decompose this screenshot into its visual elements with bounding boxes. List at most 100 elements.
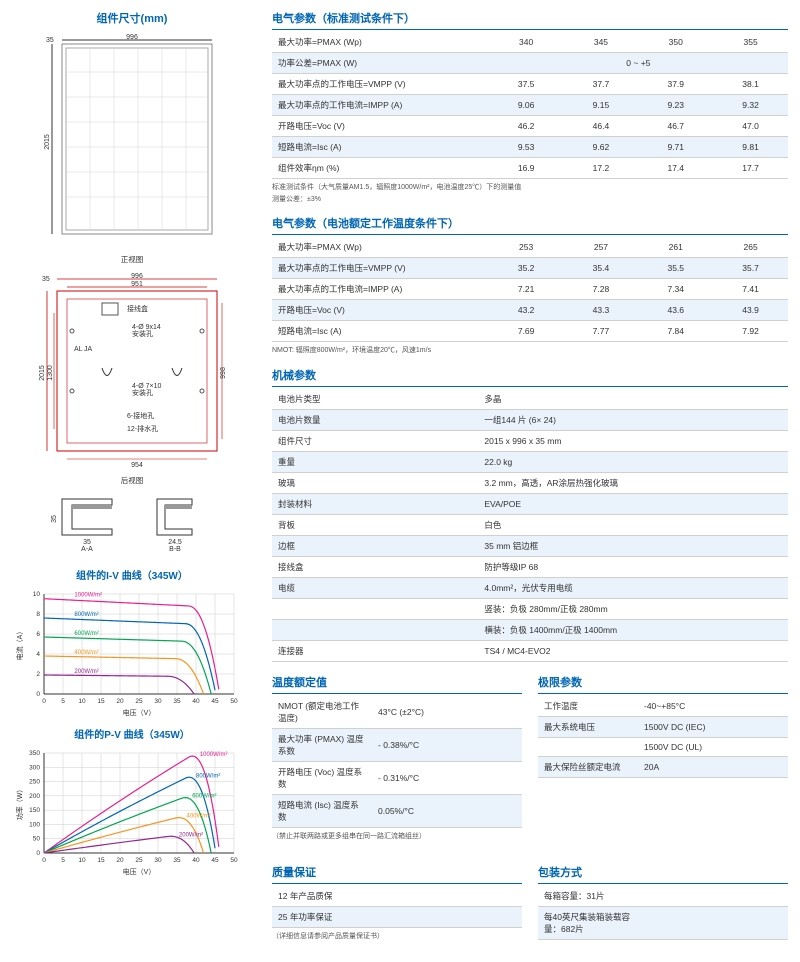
row-val: 多晶	[478, 389, 788, 410]
quality-foot: （详细信息请参阅产品质量保证书）	[272, 932, 522, 942]
svg-text:45: 45	[211, 857, 219, 864]
svg-text:150: 150	[29, 807, 40, 814]
row-label: 最大功率点的工作电流=IMPP (A)	[272, 95, 489, 116]
diagrams-column: 组件尺寸(mm) 35 996 2015 正视图 35 9	[12, 10, 252, 952]
svg-text:998: 998	[220, 367, 227, 379]
row-key: 连接器	[272, 641, 478, 662]
svg-text:12-排水孔: 12-排水孔	[127, 424, 158, 433]
stc-foot2: 测量公差：±3%	[272, 195, 788, 205]
row-val: 43°C (±2°C)	[372, 696, 522, 729]
row-val: 37.7	[564, 74, 639, 95]
svg-text:0: 0	[36, 850, 40, 857]
iv-title: 组件的I-V 曲线（345W）	[12, 567, 252, 582]
table-row: 竖装：负极 280mm/正极 280mm	[272, 599, 788, 620]
row-val: EVA/POE	[478, 494, 788, 515]
row-val: 7.28	[564, 278, 639, 299]
svg-text:200: 200	[29, 793, 40, 800]
svg-text:1000W/m²: 1000W/m²	[74, 593, 102, 599]
table-row: 电池片类型多晶	[272, 389, 788, 410]
row-val: 35.5	[638, 257, 713, 278]
row-key: 电池片类型	[272, 389, 478, 410]
row-val: 1500V DC (UL)	[638, 738, 788, 757]
table-row: 每40英尺集装箱装载容量：682片	[538, 907, 788, 940]
table-row: 每箱容量：31片	[538, 886, 788, 907]
svg-text:30: 30	[154, 857, 162, 864]
table-row: 1500V DC (UL)	[538, 738, 788, 757]
row-val: 46.2	[489, 116, 564, 137]
row-val: 7.92	[713, 320, 788, 341]
svg-text:40: 40	[192, 857, 200, 864]
table-row: 短路电流=Isc (A)7.697.777.847.92	[272, 320, 788, 341]
svg-text:0: 0	[42, 698, 46, 705]
row-key: 12 年产品质保	[272, 886, 372, 907]
svg-text:2015: 2015	[39, 365, 46, 381]
table-row: 工作温度-40~+85°C	[538, 696, 788, 717]
row-val: 35 mm 铝边框	[478, 536, 788, 557]
front-caption: 正视图	[12, 254, 252, 265]
svg-text:安装孔: 安装孔	[132, 329, 153, 338]
row-val: 9.15	[564, 95, 639, 116]
elec-stc-title: 电气参数（标准测试条件下）	[272, 10, 788, 30]
row-label: 功率公差=PMAX (W)	[272, 53, 489, 74]
table-row: 玻璃3.2 mm，高透，AR涂层热强化玻璃	[272, 473, 788, 494]
svg-text:10: 10	[78, 857, 86, 864]
svg-text:JA: JA	[84, 346, 93, 353]
row-label: 开路电压=Voc (V)	[272, 299, 489, 320]
row-val: 35.4	[564, 257, 639, 278]
table-row: 电缆4.0mm²，光伏专用电缆	[272, 578, 788, 599]
quality-title: 质量保证	[272, 864, 522, 884]
quality-table: 12 年产品质保25 年功率保证	[272, 886, 522, 928]
row-val: 17.7	[713, 158, 788, 179]
svg-text:50: 50	[230, 857, 238, 864]
dim-title: 组件尺寸(mm)	[12, 10, 252, 26]
row-val: 9.53	[489, 137, 564, 158]
svg-text:0: 0	[42, 857, 46, 864]
stc-foot1: 标准测试条件（大气质量AM1.5，辐照度1000W/m²，电池温度25℃）下的测…	[272, 183, 788, 193]
table-row: 最大功率点的工作电压=VMPP (V)37.537.737.938.1	[272, 74, 788, 95]
row-key: 封装材料	[272, 494, 478, 515]
table-row: 最大系统电压1500V DC (IEC)	[538, 717, 788, 738]
row-val: 7.21	[489, 278, 564, 299]
svg-text:4-Ø 7×10: 4-Ø 7×10	[132, 383, 161, 390]
row-val: 38.1	[713, 74, 788, 95]
svg-text:8: 8	[36, 611, 40, 618]
row-key: 边框	[272, 536, 478, 557]
row-val: 9.23	[638, 95, 713, 116]
row-val: 一组144 片 (6× 24)	[478, 410, 788, 431]
back-view-diagram: 35 996 951 接线盒 4-Ø 9x14 安装孔 AL JA 4-Ø 7×…	[22, 273, 242, 473]
nmot-foot: NMOT: 辐照度800W/m²，环境温度20℃，风速1m/s	[272, 346, 788, 356]
back-caption: 后视图	[12, 475, 252, 486]
svg-text:20: 20	[116, 857, 124, 864]
row-key: 背板	[272, 515, 478, 536]
row-key: 最大功率 (PMAX) 温度系数	[272, 729, 372, 762]
frame-sections: A-A 35 35 B-B 24.5	[32, 494, 232, 559]
elec-nmot-table: 最大功率=PMAX (Wp)253257261265最大功率点的工作电压=VMP…	[272, 237, 788, 342]
row-key: 接线盒	[272, 557, 478, 578]
svg-text:40: 40	[192, 698, 200, 705]
specs-column: 电气参数（标准测试条件下） 最大功率=PMAX (Wp)340345350355…	[272, 10, 788, 952]
row-val: 竖装：负极 280mm/正极 280mm	[478, 599, 788, 620]
temp-foot: （禁止并联两路或更多组串在同一路汇流箱组丝）	[272, 832, 522, 842]
limit-title: 极限参数	[538, 674, 788, 694]
row-key: 开路电压 (Voc) 温度系数	[272, 762, 372, 795]
svg-text:6-接地孔: 6-接地孔	[127, 411, 154, 420]
svg-text:4-Ø 9x14: 4-Ø 9x14	[132, 324, 161, 331]
svg-text:35: 35	[83, 539, 91, 546]
svg-text:15: 15	[97, 857, 105, 864]
table-row: 最大功率=PMAX (Wp)253257261265	[272, 237, 788, 258]
svg-text:35: 35	[173, 698, 181, 705]
svg-text:996: 996	[126, 34, 138, 41]
row-key: 每箱容量：31片	[538, 886, 638, 907]
svg-text:2: 2	[36, 671, 40, 678]
svg-text:30: 30	[154, 698, 162, 705]
svg-text:6: 6	[36, 631, 40, 638]
row-val: 37.5	[489, 74, 564, 95]
limit-table: 工作温度-40~+85°C最大系统电压1500V DC (IEC)1500V D…	[538, 696, 788, 778]
row-key: 最大保险丝额定电流	[538, 757, 638, 778]
temp-title: 温度额定值	[272, 674, 522, 694]
svg-text:24.5: 24.5	[168, 539, 182, 546]
mech-title: 机械参数	[272, 367, 788, 387]
table-row: 横装：负极 1400mm/正极 1400mm	[272, 620, 788, 641]
row-val: - 0.31%/°C	[372, 762, 522, 795]
table-row: 重量22.0 kg	[272, 452, 788, 473]
